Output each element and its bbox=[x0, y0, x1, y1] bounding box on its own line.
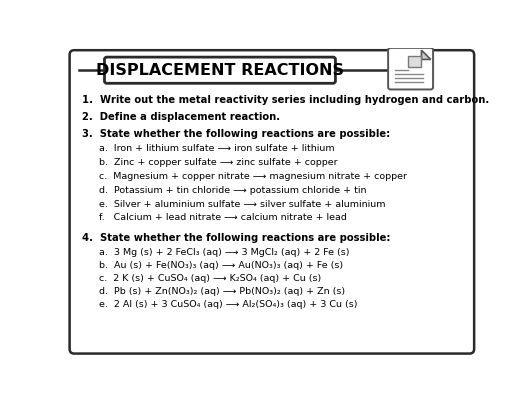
Text: b.  Au (s) + Fe(NO₃)₃ (aq) ⟶ Au(NO₃)₃ (aq) + Fe (s): b. Au (s) + Fe(NO₃)₃ (aq) ⟶ Au(NO₃)₃ (aq… bbox=[99, 261, 343, 270]
FancyBboxPatch shape bbox=[70, 50, 474, 354]
Text: 4.  State whether the following reactions are possible:: 4. State whether the following reactions… bbox=[82, 233, 390, 243]
Text: c.  Magnesium + copper nitrate ⟶ magnesium nitrate + copper: c. Magnesium + copper nitrate ⟶ magnesiu… bbox=[99, 172, 407, 181]
Text: 3.  State whether the following reactions are possible:: 3. State whether the following reactions… bbox=[82, 129, 390, 139]
Text: a.  3 Mg (s) + 2 FeCl₃ (aq) ⟶ 3 MgCl₂ (aq) + 2 Fe (s): a. 3 Mg (s) + 2 FeCl₃ (aq) ⟶ 3 MgCl₂ (aq… bbox=[99, 248, 350, 257]
Text: e.  2 Al (s) + 3 CuSO₄ (aq) ⟶ Al₂(SO₄)₃ (aq) + 3 Cu (s): e. 2 Al (s) + 3 CuSO₄ (aq) ⟶ Al₂(SO₄)₃ (… bbox=[99, 300, 358, 310]
Text: 1.  Write out the metal reactivity series including hydrogen and carbon.: 1. Write out the metal reactivity series… bbox=[82, 95, 489, 105]
FancyBboxPatch shape bbox=[388, 48, 433, 89]
Text: f.   Calcium + lead nitrate ⟶ calcium nitrate + lead: f. Calcium + lead nitrate ⟶ calcium nitr… bbox=[99, 213, 347, 222]
Text: e.  Silver + aluminium sulfate ⟶ silver sulfate + aluminium: e. Silver + aluminium sulfate ⟶ silver s… bbox=[99, 200, 386, 209]
Text: a.  Iron + lithium sulfate ⟶ iron sulfate + lithium: a. Iron + lithium sulfate ⟶ iron sulfate… bbox=[99, 144, 335, 153]
FancyBboxPatch shape bbox=[104, 57, 335, 83]
Text: d.  Pb (s) + Zn(NO₃)₂ (aq) ⟶ Pb(NO₃)₂ (aq) + Zn (s): d. Pb (s) + Zn(NO₃)₂ (aq) ⟶ Pb(NO₃)₂ (aq… bbox=[99, 287, 345, 296]
Polygon shape bbox=[421, 50, 431, 59]
Text: d.  Potassium + tin chloride ⟶ potassium chloride + tin: d. Potassium + tin chloride ⟶ potassium … bbox=[99, 186, 367, 195]
FancyBboxPatch shape bbox=[408, 56, 421, 67]
Text: c.  2 K (s) + CuSO₄ (aq) ⟶ K₂SO₄ (aq) + Cu (s): c. 2 K (s) + CuSO₄ (aq) ⟶ K₂SO₄ (aq) + C… bbox=[99, 274, 321, 283]
Text: DISPLACEMENT REACTIONS: DISPLACEMENT REACTIONS bbox=[96, 63, 344, 78]
Text: 2.  Define a displacement reaction.: 2. Define a displacement reaction. bbox=[82, 112, 280, 122]
Text: b.  Zinc + copper sulfate ⟶ zinc sulfate + copper: b. Zinc + copper sulfate ⟶ zinc sulfate … bbox=[99, 158, 338, 167]
